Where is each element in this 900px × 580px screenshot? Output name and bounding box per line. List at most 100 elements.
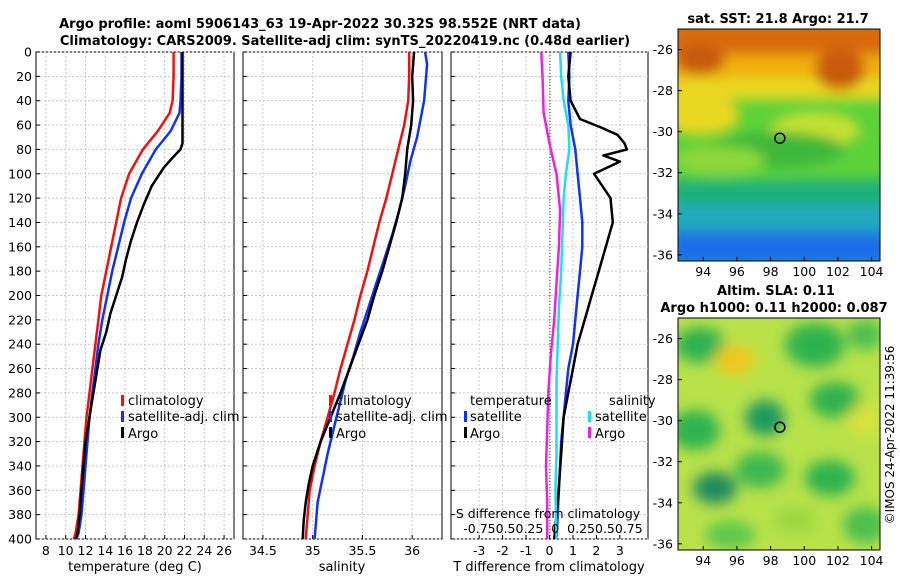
x-tick-label: 24 — [196, 543, 212, 558]
map-x-tick-label: 98 — [763, 264, 779, 279]
legend-satellite-swatch — [329, 411, 332, 422]
x-tick-label: -3 — [473, 543, 485, 558]
y-tick-label: 100 — [8, 166, 32, 181]
map-y-tick-label: -30 — [653, 413, 673, 428]
y-tick-label: 120 — [8, 191, 32, 206]
sla-map-panel: Altim. SLA: 0.11 Argo h1000: 0.11 h2000:… — [653, 284, 888, 568]
legend-argo-swatch — [329, 427, 332, 438]
y-tick-label: 340 — [8, 458, 32, 473]
x-tick-label: 35 — [305, 543, 321, 558]
series-line-s-satellite — [554, 51, 571, 540]
figure-title-line2: Climatology: CARS2009. Satellite-adj cli… — [60, 34, 630, 49]
legend-satellite-label: satellite-adj. clim — [336, 410, 448, 425]
series-line-s-argo — [540, 51, 562, 539]
temperature-series — [72, 52, 184, 540]
x-tick-label: 14 — [97, 543, 113, 558]
x-tick-label: 8 — [42, 543, 50, 558]
y-tick-label: 200 — [8, 288, 32, 303]
y-tick-label: 400 — [8, 532, 32, 547]
y-tick-label: 20 — [16, 69, 32, 84]
legend-t-satellite-label: satellite — [470, 410, 522, 425]
y-tick-label: 260 — [8, 361, 32, 376]
series-line-argo — [74, 52, 184, 540]
map-y-tick-label: -28 — [653, 372, 673, 387]
x-tick-label: 16 — [117, 543, 133, 558]
series-line-t-argo — [552, 51, 629, 540]
map-y-tick-label: -32 — [653, 165, 673, 180]
sla-argo-location-marker — [774, 421, 786, 433]
map-y-tick-label: -28 — [653, 83, 673, 98]
sla-map-frame — [677, 317, 881, 551]
y-tick-label: 300 — [8, 410, 32, 425]
y-tick-label: 360 — [8, 483, 32, 498]
s-axis-ticks: -0.750.50.25 0 0.250.50.75 — [463, 521, 642, 536]
salinity-ticks: 34.5 35 35.5 36 — [243, 51, 420, 558]
sst-argo-location-marker — [774, 132, 786, 144]
map-x-tick-label: 102 — [826, 264, 850, 279]
y-tick-label: 0 — [24, 45, 32, 60]
sst-map-title: sat. SST: 21.8 Argo: 21.7 — [687, 12, 868, 27]
imos-credit: ©IMOS 24-Apr-2022 11:39:56 — [883, 346, 897, 525]
difference-legend: temperature satellite Argo salinity sate… — [464, 394, 656, 442]
y-tick-label: 80 — [16, 142, 32, 157]
s-axis-title: S difference from climatology — [456, 506, 641, 521]
y-tick-label: 180 — [8, 264, 32, 279]
map-y-tick-label: -36 — [653, 247, 673, 262]
salinity-legend: climatology satellite-adj. clim Argo — [329, 394, 448, 442]
legend-argo-label: Argo — [336, 427, 366, 442]
legend-salinity-title: salinity — [609, 394, 656, 409]
legend-climatology-label: climatology — [336, 394, 412, 409]
y-tick-label: 60 — [16, 118, 32, 133]
map-y-tick-label: -36 — [653, 536, 673, 551]
map-x-tick-label: 104 — [860, 553, 884, 568]
y-tick-label: 380 — [8, 507, 32, 522]
map-x-tick-label: 100 — [792, 553, 816, 568]
legend-climatology-swatch — [329, 395, 332, 406]
y-tick-label: 160 — [8, 239, 32, 254]
sst-heatmap — [678, 29, 880, 261]
legend-climatology-label: climatology — [128, 394, 204, 409]
y-tick-label: 240 — [8, 337, 32, 352]
legend-satellite-swatch — [121, 411, 124, 422]
sla-map-title-line2: Argo h1000: 0.11 h2000: 0.087 — [660, 301, 887, 316]
x-tick-label: 26 — [216, 543, 232, 558]
figure-title-line1: Argo profile: aoml 5906143_63 19-Apr-202… — [59, 17, 581, 32]
legend-argo-label: Argo — [128, 427, 158, 442]
legend-s-argo-label: Argo — [595, 427, 625, 442]
x-tick-label: 22 — [177, 543, 193, 558]
map-y-tick-label: -26 — [653, 42, 673, 57]
map-x-tick-label: 98 — [763, 553, 779, 568]
sla-heatmap — [678, 318, 880, 550]
x-tick-label: 12 — [78, 543, 94, 558]
series-line-argo — [301, 51, 416, 540]
map-y-tick-label: -30 — [653, 124, 673, 139]
y-tick-label: 220 — [8, 312, 32, 327]
sst-map-ticks: 94 96 98 100 102 104 -26 -28 -30 -32 -34 -36 — [653, 42, 884, 279]
x-tick-label: 0 — [546, 543, 554, 558]
temperature-xlabel: temperature (deg C) — [68, 560, 202, 575]
x-tick-label: 2 — [592, 543, 600, 558]
map-x-tick-label: 94 — [695, 553, 711, 568]
x-tick-label: 18 — [137, 543, 153, 558]
x-tick-label: -1 — [520, 543, 532, 558]
sst-map-frame — [677, 28, 881, 262]
series-line-satellite-adj-clim — [75, 52, 183, 540]
y-tick-label: 320 — [8, 434, 32, 449]
difference-ticks: -3 -2 -1 0 1 2 3 — [451, 51, 624, 558]
x-tick-label: 36 — [404, 543, 420, 558]
y-tick-label: 140 — [8, 215, 32, 230]
y-tick-label: 40 — [16, 93, 32, 108]
x-tick-label: 34.5 — [249, 543, 277, 558]
x-tick-label: 1 — [569, 543, 577, 558]
map-x-tick-label: 96 — [729, 553, 745, 568]
map-y-tick-label: -26 — [653, 331, 673, 346]
legend-t-argo-swatch — [464, 427, 467, 438]
map-x-tick-label: 102 — [826, 553, 850, 568]
x-tick-label: 20 — [157, 543, 173, 558]
x-tick-label: 10 — [58, 543, 74, 558]
x-tick-label: -2 — [496, 543, 508, 558]
temperature-ticks: 8 10 12 14 16 18 20 22 24 26020406080100120140160… — [8, 45, 232, 559]
y-tick-label: 280 — [8, 385, 32, 400]
sst-map-panel: sat. SST: 21.8 Argo: 21.7 — [653, 12, 884, 279]
